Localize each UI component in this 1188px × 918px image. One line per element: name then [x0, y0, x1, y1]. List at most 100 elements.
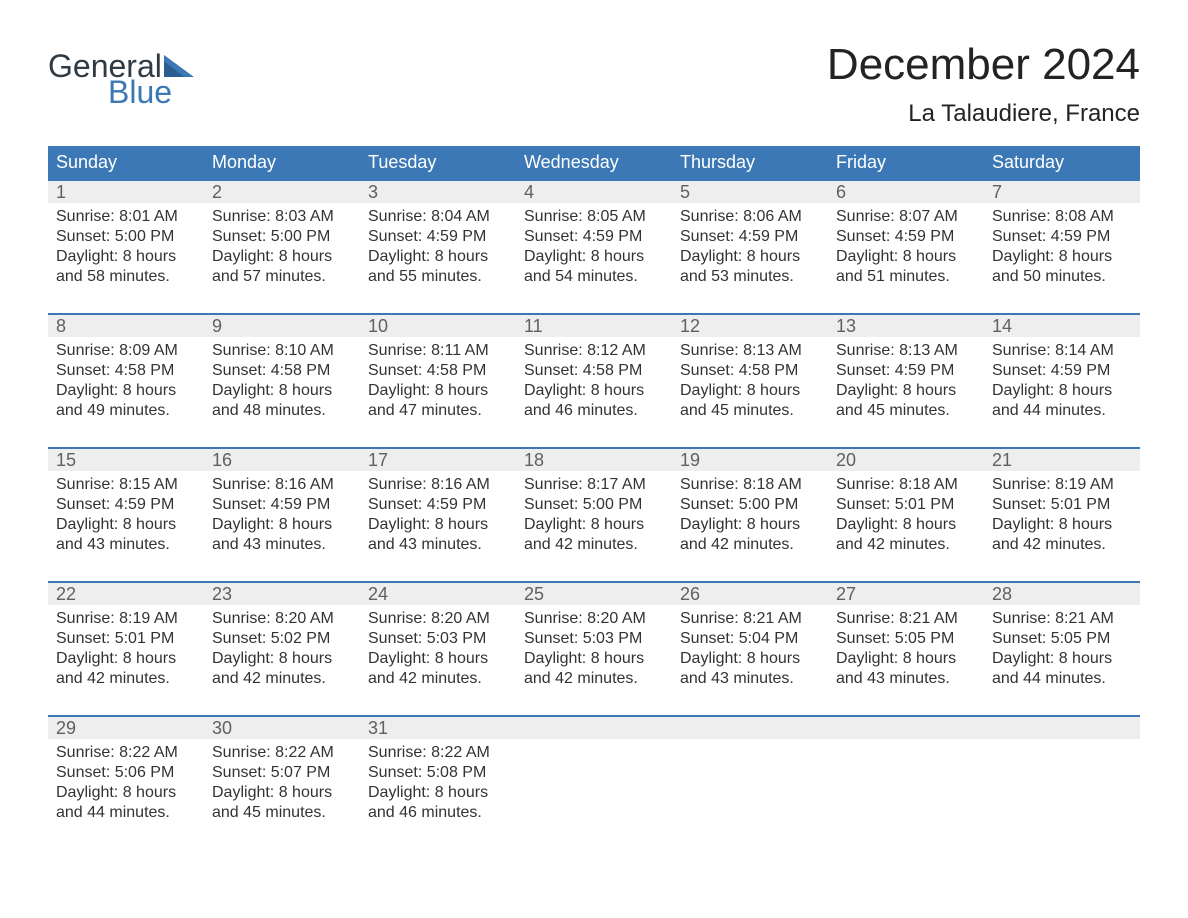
- day-sr: Sunrise: 8:03 AM: [212, 207, 352, 227]
- day-number: 4: [516, 181, 672, 203]
- day-cell: Sunrise: 8:20 AMSunset: 5:03 PMDaylight:…: [516, 605, 672, 695]
- day-d2: and 44 minutes.: [992, 401, 1132, 421]
- day-ss: Sunset: 4:59 PM: [836, 227, 976, 247]
- day-cell: Sunrise: 8:04 AMSunset: 4:59 PMDaylight:…: [360, 203, 516, 293]
- calendar-week: 1234567Sunrise: 8:01 AMSunset: 5:00 PMDa…: [48, 179, 1140, 293]
- day-d1: Daylight: 8 hours: [680, 515, 820, 535]
- day-sr: Sunrise: 8:22 AM: [368, 743, 508, 763]
- day-ss: Sunset: 5:03 PM: [524, 629, 664, 649]
- day-cell: Sunrise: 8:21 AMSunset: 5:05 PMDaylight:…: [828, 605, 984, 695]
- day-ss: Sunset: 5:08 PM: [368, 763, 508, 783]
- day-number: 14: [984, 315, 1140, 337]
- day-d2: and 43 minutes.: [368, 535, 508, 555]
- day-ss: Sunset: 4:59 PM: [524, 227, 664, 247]
- day-header-cell: Tuesday: [360, 146, 516, 179]
- day-number: 17: [360, 449, 516, 471]
- day-ss: Sunset: 4:59 PM: [56, 495, 196, 515]
- day-ss: Sunset: 5:03 PM: [368, 629, 508, 649]
- day-number: 13: [828, 315, 984, 337]
- day-sr: Sunrise: 8:21 AM: [680, 609, 820, 629]
- day-sr: Sunrise: 8:18 AM: [680, 475, 820, 495]
- day-d2: and 49 minutes.: [56, 401, 196, 421]
- day-number: 12: [672, 315, 828, 337]
- day-sr: Sunrise: 8:22 AM: [56, 743, 196, 763]
- day-number: 21: [984, 449, 1140, 471]
- day-d2: and 45 minutes.: [680, 401, 820, 421]
- day-ss: Sunset: 4:58 PM: [56, 361, 196, 381]
- day-cell: Sunrise: 8:07 AMSunset: 4:59 PMDaylight:…: [828, 203, 984, 293]
- day-ss: Sunset: 5:00 PM: [212, 227, 352, 247]
- daynum-row: 891011121314: [48, 315, 1140, 337]
- day-number: 31: [360, 717, 516, 739]
- day-d2: and 43 minutes.: [836, 669, 976, 689]
- day-number: 30: [204, 717, 360, 739]
- day-cell: Sunrise: 8:11 AMSunset: 4:58 PMDaylight:…: [360, 337, 516, 427]
- day-sr: Sunrise: 8:15 AM: [56, 475, 196, 495]
- day-header-cell: Thursday: [672, 146, 828, 179]
- day-d2: and 53 minutes.: [680, 267, 820, 287]
- day-cell: Sunrise: 8:08 AMSunset: 4:59 PMDaylight:…: [984, 203, 1140, 293]
- day-d2: and 42 minutes.: [56, 669, 196, 689]
- day-cell: Sunrise: 8:14 AMSunset: 4:59 PMDaylight:…: [984, 337, 1140, 427]
- day-ss: Sunset: 4:59 PM: [992, 227, 1132, 247]
- day-sr: Sunrise: 8:13 AM: [836, 341, 976, 361]
- day-cell: Sunrise: 8:09 AMSunset: 4:58 PMDaylight:…: [48, 337, 204, 427]
- day-d1: Daylight: 8 hours: [680, 649, 820, 669]
- day-number: 16: [204, 449, 360, 471]
- day-number: 3: [360, 181, 516, 203]
- day-cell: [672, 739, 828, 829]
- day-ss: Sunset: 5:04 PM: [680, 629, 820, 649]
- day-d1: Daylight: 8 hours: [524, 381, 664, 401]
- calendar-week: 293031Sunrise: 8:22 AMSunset: 5:06 PMDay…: [48, 715, 1140, 829]
- day-cell: Sunrise: 8:12 AMSunset: 4:58 PMDaylight:…: [516, 337, 672, 427]
- day-cell: Sunrise: 8:16 AMSunset: 4:59 PMDaylight:…: [360, 471, 516, 561]
- day-sr: Sunrise: 8:16 AM: [212, 475, 352, 495]
- day-cell: [984, 739, 1140, 829]
- day-d2: and 44 minutes.: [992, 669, 1132, 689]
- brand-logo: General Blue: [48, 50, 194, 108]
- day-number: 5: [672, 181, 828, 203]
- day-sr: Sunrise: 8:07 AM: [836, 207, 976, 227]
- day-header-cell: Sunday: [48, 146, 204, 179]
- day-d1: Daylight: 8 hours: [992, 649, 1132, 669]
- day-d2: and 46 minutes.: [524, 401, 664, 421]
- day-sr: Sunrise: 8:20 AM: [524, 609, 664, 629]
- day-number: 20: [828, 449, 984, 471]
- day-d1: Daylight: 8 hours: [212, 247, 352, 267]
- day-number: [828, 717, 984, 739]
- day-cell: Sunrise: 8:19 AMSunset: 5:01 PMDaylight:…: [984, 471, 1140, 561]
- day-ss: Sunset: 5:01 PM: [56, 629, 196, 649]
- day-d2: and 58 minutes.: [56, 267, 196, 287]
- day-d1: Daylight: 8 hours: [368, 515, 508, 535]
- day-header-cell: Monday: [204, 146, 360, 179]
- day-ss: Sunset: 5:00 PM: [56, 227, 196, 247]
- day-d1: Daylight: 8 hours: [836, 247, 976, 267]
- day-d1: Daylight: 8 hours: [836, 649, 976, 669]
- day-d2: and 43 minutes.: [212, 535, 352, 555]
- day-cell: Sunrise: 8:21 AMSunset: 5:05 PMDaylight:…: [984, 605, 1140, 695]
- day-ss: Sunset: 5:01 PM: [836, 495, 976, 515]
- day-d2: and 44 minutes.: [56, 803, 196, 823]
- day-d1: Daylight: 8 hours: [212, 783, 352, 803]
- day-d2: and 54 minutes.: [524, 267, 664, 287]
- day-number: 6: [828, 181, 984, 203]
- day-d1: Daylight: 8 hours: [680, 247, 820, 267]
- calendar-week: 15161718192021 Sunrise: 8:15 AMSunset: 4:…: [48, 447, 1140, 561]
- calendar-day-header: SundayMondayTuesdayWednesdayThursdayFrid…: [48, 146, 1140, 179]
- day-ss: Sunset: 5:00 PM: [524, 495, 664, 515]
- day-number: 15: [48, 449, 204, 471]
- day-d1: Daylight: 8 hours: [524, 247, 664, 267]
- day-d1: Daylight: 8 hours: [992, 381, 1132, 401]
- day-ss: Sunset: 4:58 PM: [368, 361, 508, 381]
- day-d2: and 42 minutes.: [680, 535, 820, 555]
- day-number: [672, 717, 828, 739]
- day-d1: Daylight: 8 hours: [56, 515, 196, 535]
- day-sr: Sunrise: 8:19 AM: [56, 609, 196, 629]
- day-d1: Daylight: 8 hours: [212, 515, 352, 535]
- day-d1: Daylight: 8 hours: [368, 783, 508, 803]
- daynum-row: 15161718192021: [48, 449, 1140, 471]
- day-number: 1: [48, 181, 204, 203]
- day-d2: and 42 minutes.: [524, 535, 664, 555]
- daynum-row: 22232425262728: [48, 583, 1140, 605]
- day-number: 28: [984, 583, 1140, 605]
